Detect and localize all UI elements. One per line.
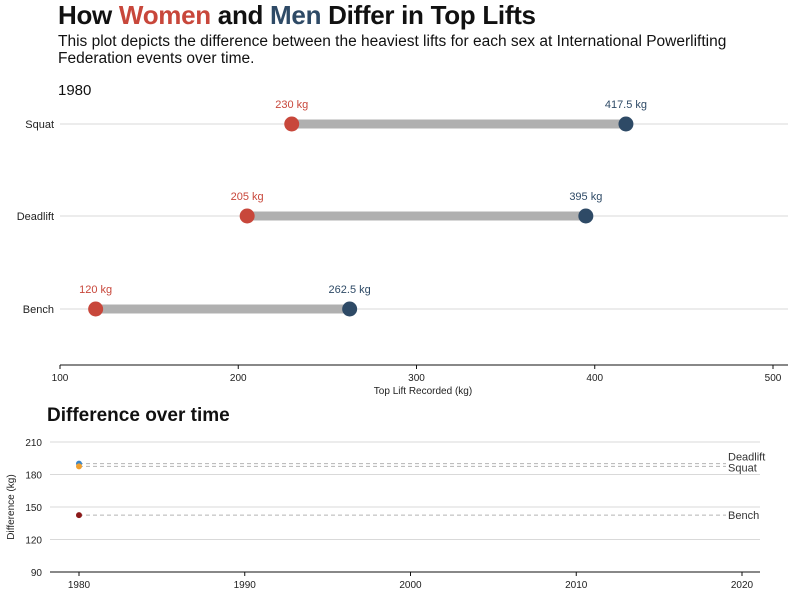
women-point-deadlift (239, 208, 255, 224)
women-label-squat: 230 kg (275, 99, 308, 111)
x-tick-label-2-2020: 2020 (731, 580, 754, 591)
women-point-squat (284, 116, 300, 132)
y-tick-label-90: 90 (31, 568, 43, 579)
dumbbell-chart: Squat 230 kg 417.5 kg Deadlift 205 kg 395 kg B… (17, 99, 788, 397)
y-tick-label-120: 120 (25, 536, 42, 547)
men-label-deadlift: 395 kg (569, 191, 602, 203)
title-word-lifts: Lifts (482, 0, 536, 30)
men-point-squat (618, 116, 634, 132)
title-word-men: Men (270, 0, 322, 30)
x-tick-label-2-2000: 2000 (399, 580, 422, 591)
men-label-squat: 417.5 kg (605, 99, 647, 111)
chart-title: How Women and Men Differ in Top Lifts (58, 0, 536, 31)
row-label-bench: Bench (23, 304, 54, 316)
x-tick-label-500: 500 (765, 373, 782, 384)
title-word-top: Top (430, 0, 476, 30)
y-tick-label-210: 210 (25, 438, 42, 449)
y-axis-title: Difference (kg) (6, 474, 17, 539)
series-label-squat: Squat (728, 462, 757, 474)
series-label-bench: Bench (728, 510, 759, 522)
x-axis-title: Top Lift Recorded (kg) (374, 386, 472, 397)
row-label-deadlift: Deadlift (17, 211, 54, 223)
title-word-differ-in: Differ in (328, 0, 424, 30)
men-label-bench: 262.5 kg (329, 284, 371, 296)
title-word-women: Women (118, 0, 211, 30)
series-label-deadlift: Deadlift (728, 452, 765, 464)
point-bench-0 (76, 512, 82, 519)
point-deadlift-0 (76, 460, 82, 467)
year-label: 1980 (58, 82, 92, 99)
y-tick-label-150: 150 (25, 503, 42, 514)
x-tick-label-2-1990: 1990 (234, 580, 257, 591)
x-tick-label-200: 200 (230, 373, 247, 384)
women-label-bench: 120 kg (79, 284, 112, 296)
x-tick-label-2-2010: 2010 (565, 580, 588, 591)
men-point-bench (342, 301, 358, 317)
x-tick-label-300: 300 (408, 373, 425, 384)
x-tick-label-2-1980: 1980 (68, 580, 91, 591)
point-squat-0 (76, 463, 82, 470)
y-tick-label-180: 180 (25, 471, 42, 482)
men-point-deadlift (578, 208, 594, 224)
x-tick-label-100: 100 (52, 373, 69, 384)
row-label-squat: Squat (25, 119, 54, 131)
title-word-how: How (58, 0, 112, 30)
chart-subtitle: This plot depicts the difference between… (58, 33, 727, 67)
women-label-deadlift: 205 kg (231, 191, 264, 203)
x-tick-label-400: 400 (586, 373, 603, 384)
women-point-bench (88, 301, 104, 317)
title-word-and: and (217, 0, 264, 30)
section-title: Difference over time (47, 405, 230, 426)
